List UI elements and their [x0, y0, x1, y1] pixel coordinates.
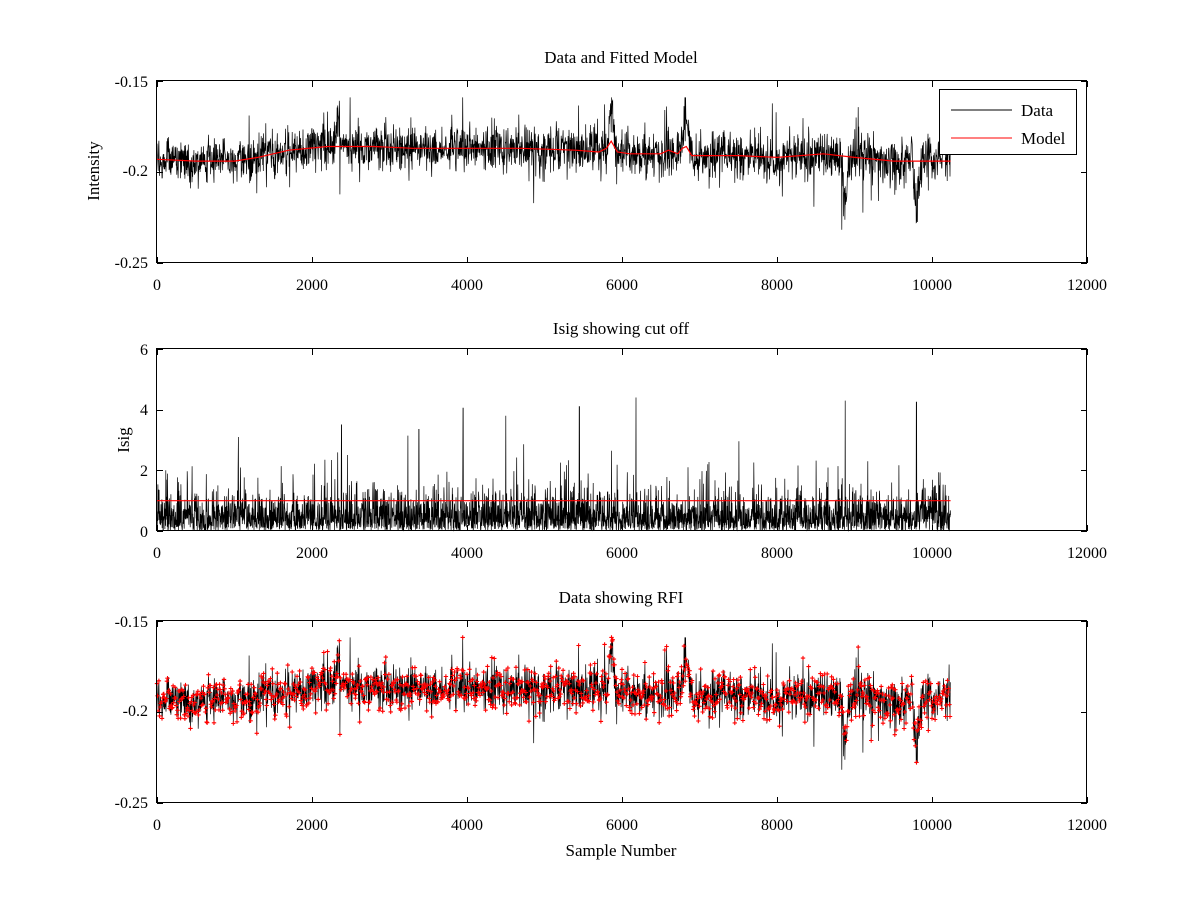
- panel-2-plot-area: [156, 397, 951, 532]
- panel-2-ytick-label: 2: [140, 463, 148, 480]
- panel-1-xtick-label: 8000: [761, 277, 793, 294]
- panel-3-xtick-label: 12000: [1067, 817, 1107, 834]
- panel-2-ytick-label: 0: [140, 524, 148, 541]
- panel-1-plot-area: [156, 97, 951, 230]
- panel-2-frame: [156, 348, 1087, 531]
- series-data-line: [156, 97, 951, 230]
- panel-2-ylabel: Isig: [114, 427, 133, 453]
- panel-1-xtick-label: 10000: [912, 277, 952, 294]
- panel-2-xtick-label: 8000: [761, 545, 793, 562]
- panel-2-xtick-label: 10000: [912, 545, 952, 562]
- panel-1-xtick-label: 4000: [451, 277, 483, 294]
- legend-box: [939, 89, 1077, 155]
- panel-1-frame: [156, 80, 1087, 263]
- panel-3-xtick-label: 0: [153, 817, 161, 834]
- panel-2-ytick-label: 6: [140, 342, 148, 359]
- panel-1-xtick-label: 0: [153, 277, 161, 294]
- panel-2-xtick-label: 6000: [606, 545, 638, 562]
- panel-3-xtick-label: 6000: [606, 817, 638, 834]
- panel-1-xtick-label: 12000: [1067, 277, 1107, 294]
- series-model-line: [156, 139, 951, 162]
- panel-2: Isig showing cut off 0 2 4 6 0 2000 4000…: [114, 319, 1107, 562]
- panel-3-xtick-label: 8000: [761, 817, 793, 834]
- legend-data-label: Data: [1021, 101, 1054, 120]
- panel-1-ticks: [157, 81, 1088, 264]
- panel-3-frame: [156, 620, 1087, 803]
- panel-3-xlabel: Sample Number: [566, 841, 677, 860]
- series-isig-line: [156, 397, 951, 532]
- panel-3-title: Data showing RFI: [559, 588, 684, 607]
- panel-2-xtick-label: 0: [153, 545, 161, 562]
- panel-1-legend: Data Model: [939, 89, 1077, 155]
- panel-1: Data and Fitted Model -0.15 -0.2 -0.25 0…: [84, 48, 1107, 294]
- panel-1-xtick-label: 6000: [606, 277, 638, 294]
- panel-1-xtick-label: 2000: [296, 277, 328, 294]
- panel-3-xtick-label: 4000: [451, 817, 483, 834]
- legend-model-label: Model: [1021, 129, 1066, 148]
- panel-2-xtick-label: 2000: [296, 545, 328, 562]
- panel-1-ytick-label: -0.25: [115, 255, 148, 272]
- panel-1-title: Data and Fitted Model: [544, 48, 698, 67]
- panel-2-ticks: [157, 349, 1088, 532]
- panel-3-xtick-label: 2000: [296, 817, 328, 834]
- panel-3-ytick-label: -0.15: [115, 614, 148, 631]
- panel-1-ytick-label: -0.15: [115, 74, 148, 91]
- panel-2-xtick-label: 12000: [1067, 545, 1107, 562]
- panel-2-xtick-label: 4000: [451, 545, 483, 562]
- series-data-line: [156, 637, 951, 770]
- panel-1-ytick-label: -0.2: [123, 163, 148, 180]
- panel-3: Data showing RFI -0.15 -0.2 -0.25 0 2000…: [115, 588, 1107, 860]
- panel-2-title: Isig showing cut off: [553, 319, 689, 338]
- panel-3-ytick-label: -0.25: [115, 795, 148, 812]
- panel-3-ytick-label: -0.2: [123, 703, 148, 720]
- panel-1-ylabel: Intensity: [84, 141, 103, 201]
- panel-3-xtick-label: 10000: [912, 817, 952, 834]
- panel-3-ticks: [157, 621, 1088, 804]
- panel-2-ytick-label: 4: [140, 402, 148, 419]
